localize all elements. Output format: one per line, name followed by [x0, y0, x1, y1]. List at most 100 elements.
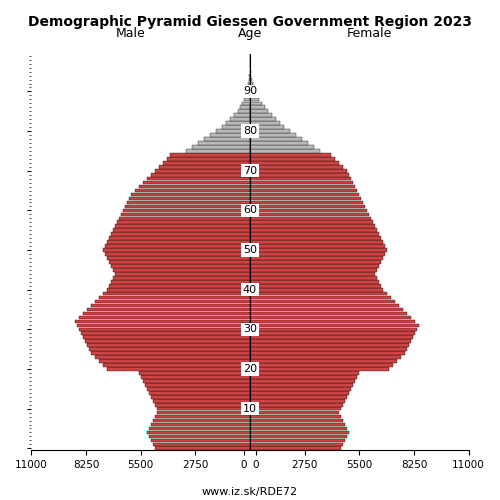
Bar	[250, 288, 383, 292]
Bar	[158, 165, 250, 168]
Bar	[250, 340, 411, 343]
Bar	[250, 379, 356, 382]
Bar	[250, 276, 377, 280]
Text: 80: 80	[243, 126, 257, 136]
Bar	[117, 220, 250, 224]
Bar	[250, 86, 254, 89]
Bar	[107, 256, 250, 260]
Text: Age: Age	[238, 27, 262, 40]
Bar	[154, 169, 250, 172]
Bar	[192, 145, 250, 149]
Bar	[250, 82, 252, 86]
Bar	[250, 395, 348, 398]
Bar	[250, 106, 265, 109]
Bar	[250, 240, 383, 244]
Bar	[250, 114, 272, 117]
Bar	[250, 426, 348, 430]
Bar	[85, 340, 250, 343]
Bar	[250, 304, 399, 308]
Bar	[250, 328, 417, 331]
Bar	[127, 200, 250, 204]
Bar	[226, 122, 250, 125]
Bar	[91, 352, 250, 355]
Bar	[113, 276, 250, 280]
Bar	[250, 359, 397, 363]
Bar	[248, 86, 250, 89]
Bar	[107, 240, 250, 244]
Bar	[250, 308, 403, 312]
Bar	[140, 375, 250, 378]
Bar	[146, 387, 250, 390]
Bar	[250, 292, 387, 296]
Bar	[250, 78, 252, 82]
Bar	[156, 411, 250, 414]
Bar	[146, 430, 250, 434]
Bar	[250, 169, 348, 172]
Bar	[77, 324, 250, 327]
Bar	[109, 236, 250, 240]
Bar	[250, 141, 308, 145]
Bar	[154, 446, 250, 450]
Bar	[250, 130, 290, 133]
Bar	[79, 316, 250, 320]
Bar	[121, 212, 250, 216]
Bar	[79, 328, 250, 331]
Bar	[240, 106, 250, 109]
Title: Demographic Pyramid Giessen Government Region 2023: Demographic Pyramid Giessen Government R…	[28, 15, 472, 29]
Text: www.iz.sk/RDE72: www.iz.sk/RDE72	[202, 487, 298, 497]
Bar	[250, 181, 354, 184]
Bar	[105, 252, 250, 256]
Bar	[105, 244, 250, 248]
Bar	[250, 256, 383, 260]
Bar	[250, 252, 385, 256]
Bar	[142, 181, 250, 184]
Bar	[250, 415, 342, 418]
Bar	[250, 212, 369, 216]
Bar	[250, 332, 415, 335]
Bar	[249, 78, 250, 82]
Bar	[152, 418, 250, 422]
Bar	[250, 224, 375, 228]
Bar	[250, 442, 344, 446]
Bar	[250, 446, 342, 450]
Bar	[111, 232, 250, 236]
Bar	[250, 367, 389, 371]
Bar	[250, 280, 379, 283]
Bar	[103, 292, 250, 296]
Text: 10: 10	[243, 404, 257, 413]
Bar	[242, 102, 250, 105]
Bar	[162, 161, 250, 164]
Bar	[250, 232, 379, 236]
Bar	[156, 407, 250, 410]
Bar	[125, 204, 250, 208]
Bar	[250, 153, 332, 156]
Bar	[150, 422, 250, 426]
Bar	[250, 157, 336, 160]
Bar	[250, 348, 407, 351]
Bar	[150, 173, 250, 176]
Bar	[238, 110, 250, 113]
Bar	[138, 185, 250, 188]
Bar	[247, 90, 250, 94]
Bar	[250, 320, 415, 323]
Bar	[170, 153, 250, 156]
Bar	[250, 145, 314, 149]
Bar	[250, 363, 393, 367]
Bar	[138, 371, 250, 375]
Bar	[250, 208, 368, 212]
Bar	[148, 391, 250, 394]
Bar	[250, 216, 371, 220]
Bar	[89, 348, 250, 351]
Bar	[222, 126, 250, 129]
Bar	[250, 204, 366, 208]
Bar	[250, 284, 381, 288]
Bar	[250, 356, 401, 359]
Bar	[130, 192, 250, 196]
Bar	[250, 268, 377, 272]
Bar	[250, 133, 296, 137]
Bar	[115, 224, 250, 228]
Text: 20: 20	[243, 364, 257, 374]
Bar	[154, 403, 250, 406]
Bar	[250, 70, 251, 73]
Bar	[250, 375, 358, 378]
